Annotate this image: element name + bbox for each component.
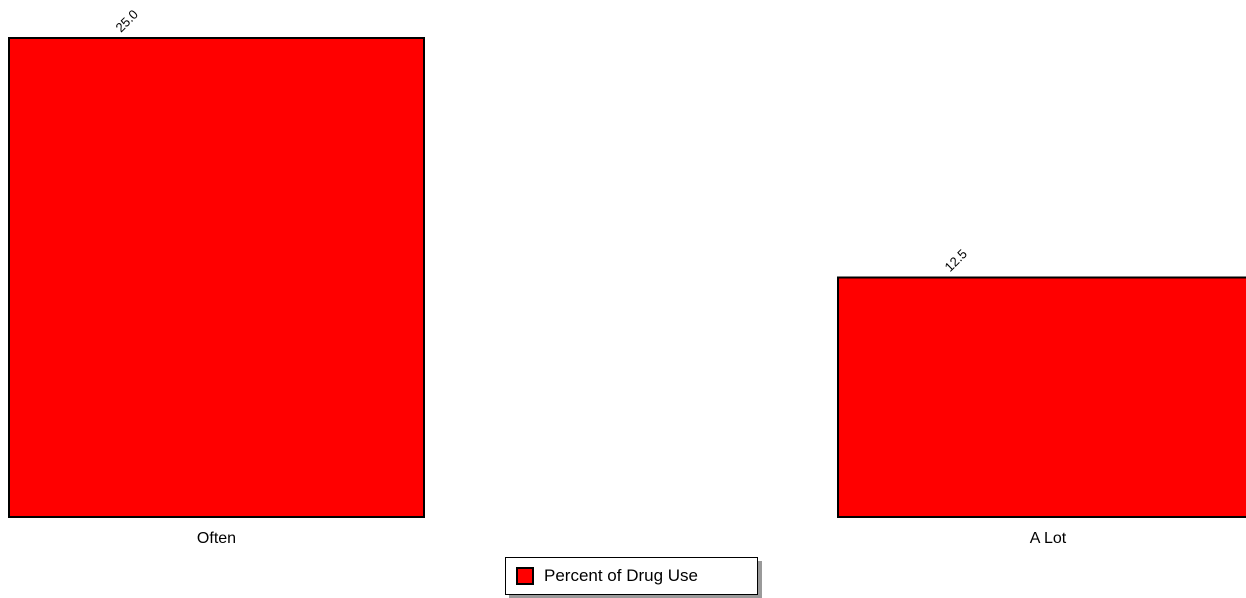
bar-a-lot bbox=[837, 276, 1246, 518]
legend-label: Percent of Drug Use bbox=[544, 566, 699, 585]
category-label: A Lot bbox=[1030, 530, 1067, 547]
data-label: 25.0 bbox=[113, 7, 142, 36]
legend-swatch bbox=[516, 567, 534, 585]
legend: Percent of Drug Use bbox=[505, 557, 758, 595]
category-label: Often bbox=[197, 530, 236, 547]
data-label: 12.5 bbox=[942, 246, 971, 275]
bar-often bbox=[8, 37, 425, 518]
